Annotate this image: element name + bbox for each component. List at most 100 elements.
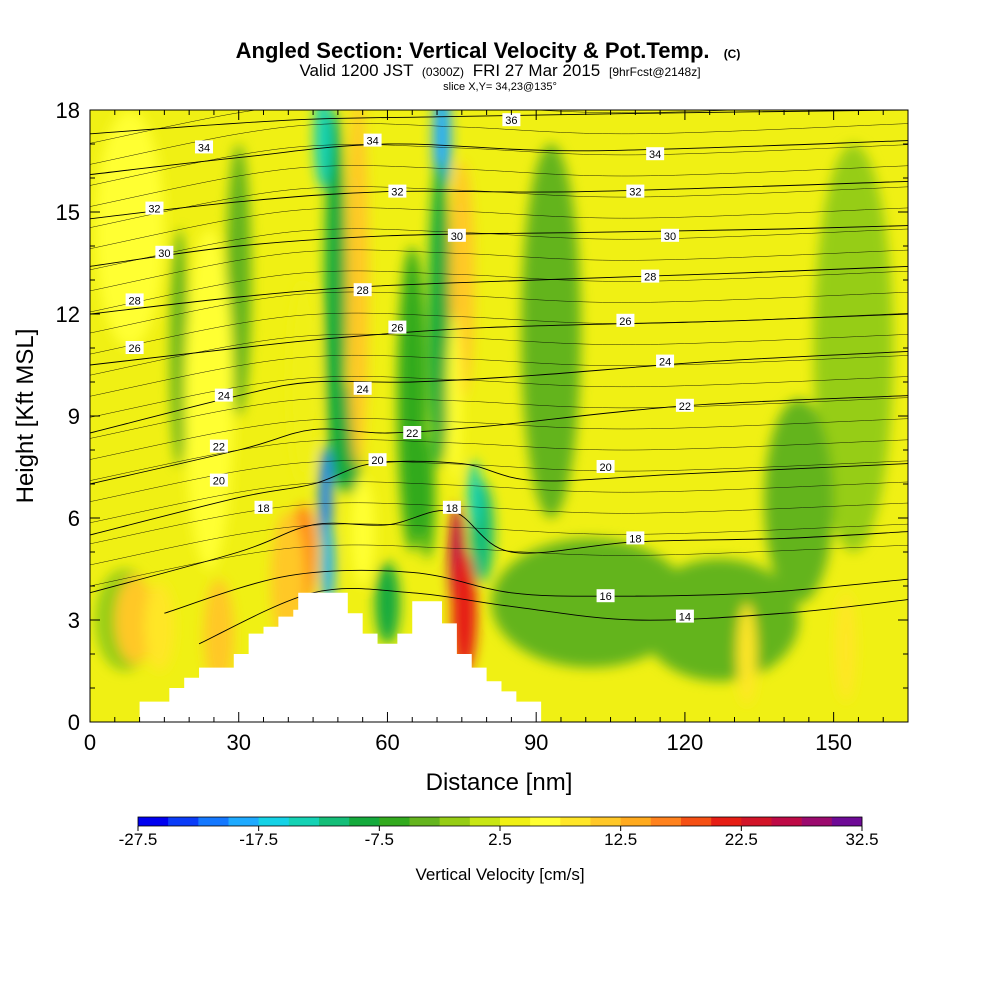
isotherm-minor-7 bbox=[90, 397, 908, 439]
isotherm-label-30: 30 bbox=[661, 228, 680, 243]
isotherm-label-extra-12: 22 bbox=[209, 439, 228, 454]
svg-text:26: 26 bbox=[128, 343, 140, 355]
y-tick-label-6: 6 bbox=[68, 506, 80, 531]
isotherm-minor-12 bbox=[90, 291, 908, 334]
colorbar-swatch-23 bbox=[831, 817, 863, 826]
isotherm-36 bbox=[90, 110, 908, 135]
colorbar-swatch-8 bbox=[379, 817, 410, 826]
isotherm-contours bbox=[90, 110, 908, 645]
isotherm-label-extra-11: 24 bbox=[353, 381, 372, 396]
x-tick-label-0: 0 bbox=[84, 730, 96, 755]
plot-area: 14 16 18 20 22 24 26 28 30 32 34 36 34 34 32 32 30 30 28 28… bbox=[90, 110, 908, 722]
svg-text:20: 20 bbox=[213, 476, 225, 488]
svg-text:26: 26 bbox=[619, 316, 631, 328]
chart-title-badge: (C) bbox=[724, 47, 741, 61]
velocity-cell-14 bbox=[521, 144, 581, 518]
velocity-cell-32 bbox=[836, 592, 856, 702]
velocity-cell-13 bbox=[640, 558, 799, 682]
isotherm-20 bbox=[90, 460, 908, 536]
isotherm-minor-2 bbox=[90, 502, 908, 545]
isotherm-minor-16 bbox=[90, 207, 908, 249]
isotherm-18 bbox=[90, 509, 908, 594]
velocity-cell-16 bbox=[764, 399, 834, 603]
velocity-cell-12 bbox=[491, 538, 690, 668]
colorbar-swatch-17 bbox=[650, 817, 682, 826]
isotherm-label-extra-7: 28 bbox=[353, 283, 372, 297]
velocity-cell-20 bbox=[346, 110, 369, 467]
isotherm-26 bbox=[90, 313, 908, 366]
velocity-cell-33 bbox=[94, 110, 165, 348]
chart-subtitle: Valid 1200 JST (0300Z) FRI 27 Mar 2015 [… bbox=[299, 61, 700, 80]
colorbar: -27.5 -17.5 -7.5 2.5 12.5 22.5 32.5 bbox=[119, 816, 879, 849]
svg-text:34: 34 bbox=[649, 149, 661, 161]
svg-text:30: 30 bbox=[158, 248, 170, 260]
isotherm-24 bbox=[90, 350, 908, 434]
colorbar-swatch-10 bbox=[439, 817, 471, 826]
svg-text:28: 28 bbox=[128, 295, 140, 307]
isotherm-32 bbox=[90, 180, 908, 220]
isotherm-minor-3 bbox=[90, 481, 908, 524]
isotherm-minor-13 bbox=[90, 270, 908, 313]
colorbar-swatch-13 bbox=[530, 817, 561, 826]
colorbar-swatch-19 bbox=[711, 817, 742, 826]
colorbar-swatch-16 bbox=[620, 817, 652, 826]
contour-labels: 14 16 18 20 22 24 26 28 30 32 34 36 34 34 32 32 30 30 28 28… bbox=[125, 113, 694, 624]
velocity-cell-5 bbox=[375, 562, 400, 644]
isotherm-minor-17 bbox=[90, 186, 908, 228]
colorbar-swatch-5 bbox=[288, 817, 320, 826]
isotherm-minor-20 bbox=[90, 123, 908, 165]
isotherm-label-32: 32 bbox=[626, 184, 645, 199]
x-tick-label-30: 30 bbox=[226, 730, 250, 755]
y-tick-label-15: 15 bbox=[56, 200, 80, 225]
isotherm-minor-19 bbox=[90, 144, 908, 186]
svg-text:30: 30 bbox=[451, 231, 463, 243]
colorbar-tick-2: -7.5 bbox=[365, 830, 394, 849]
y-tick-label-18: 18 bbox=[56, 98, 80, 123]
velocity-cell-23 bbox=[446, 314, 462, 484]
colorbar-swatch-22 bbox=[801, 817, 833, 826]
svg-text:22: 22 bbox=[213, 442, 225, 454]
svg-text:22: 22 bbox=[406, 428, 418, 440]
colorbar-tick-5: 22.5 bbox=[725, 830, 758, 849]
isotherm-minor-15 bbox=[90, 228, 908, 271]
svg-text:18: 18 bbox=[629, 533, 641, 545]
velocity-cell-1 bbox=[321, 521, 335, 610]
isotherm-label-22: 22 bbox=[675, 398, 694, 413]
chart-subtitle-slice: slice X,Y= 34,23@135° bbox=[443, 81, 557, 93]
isotherm-label-26: 26 bbox=[616, 313, 635, 328]
isotherm-label-extra-15: 20 bbox=[368, 453, 387, 467]
velocity-cell-17 bbox=[170, 229, 189, 467]
chart-title-main: Angled Section: Vertical Velocity & Pot.… bbox=[236, 38, 710, 63]
svg-text:34: 34 bbox=[198, 142, 210, 154]
svg-text:20: 20 bbox=[599, 462, 611, 474]
colorbar-swatch-3 bbox=[228, 817, 259, 826]
isotherm-label-extra-17: 18 bbox=[442, 500, 461, 515]
svg-text:14: 14 bbox=[679, 612, 691, 624]
x-axis-title: Distance [nm] bbox=[426, 769, 573, 796]
svg-text:24: 24 bbox=[659, 357, 671, 369]
colorbar-swatch-4 bbox=[258, 817, 290, 826]
subtitle-valid-time: Valid 1200 JST bbox=[299, 61, 413, 80]
y-tick-label-0: 0 bbox=[68, 710, 80, 735]
isotherm-label-extra-1: 34 bbox=[363, 133, 382, 148]
colorbar-tick-0: -27.5 bbox=[119, 830, 158, 849]
chart-title: Angled Section: Vertical Velocity & Pot.… bbox=[236, 38, 741, 63]
colorbar-swatch-1 bbox=[168, 817, 199, 826]
velocity-cell-11 bbox=[467, 460, 481, 529]
x-tick-label-150: 150 bbox=[815, 730, 852, 755]
svg-text:32: 32 bbox=[391, 187, 403, 199]
x-axis: 0 30 60 90 120 150 bbox=[84, 110, 909, 755]
isotherm-minor-4 bbox=[90, 460, 908, 502]
isotherm-minor-6 bbox=[90, 418, 908, 460]
isotherm-label-36: 36 bbox=[502, 113, 521, 127]
isotherm-label-extra-4: 30 bbox=[155, 245, 174, 260]
subtitle-forecast: [9hrFcst@2148z] bbox=[609, 65, 701, 79]
isotherm-label-extra-8: 26 bbox=[125, 341, 144, 355]
x-tick-label-90: 90 bbox=[524, 730, 548, 755]
svg-text:24: 24 bbox=[357, 384, 369, 396]
colorbar-swatch-21 bbox=[771, 817, 802, 826]
isotherm-label-16: 16 bbox=[596, 589, 615, 603]
velocity-cell-9 bbox=[428, 161, 451, 467]
colorbar-swatch-2 bbox=[198, 817, 229, 826]
